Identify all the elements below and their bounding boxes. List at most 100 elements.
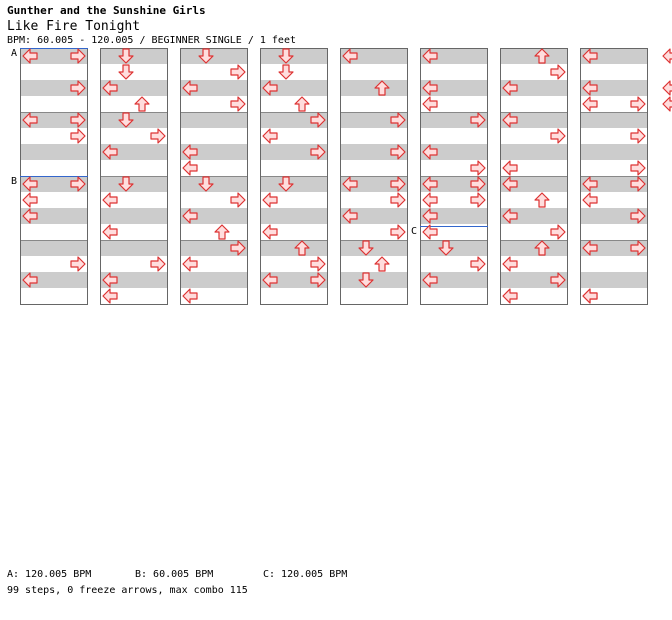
- beat-stripe: [260, 144, 328, 160]
- left-arrow-icon: [102, 192, 118, 208]
- beat-stripe: [260, 208, 328, 224]
- beat-stripe: [180, 272, 248, 288]
- beat-stripe: [420, 48, 488, 64]
- beat-stripe: [180, 80, 248, 96]
- left-arrow-icon: [502, 256, 518, 272]
- right-arrow-icon: [630, 176, 646, 192]
- artist-name: Gunther and the Sunshine Girls: [7, 4, 206, 17]
- beat-stripe: [340, 208, 408, 224]
- beat-stripe: [500, 272, 568, 288]
- right-arrow-icon: [470, 176, 486, 192]
- up-arrow-icon: [374, 80, 390, 96]
- left-arrow-icon: [582, 288, 598, 304]
- left-arrow-icon: [22, 112, 38, 128]
- chart-column: [20, 48, 88, 305]
- beat-stripe: [340, 112, 408, 128]
- left-arrow-icon: [422, 272, 438, 288]
- beat-stripe: [420, 80, 488, 96]
- left-arrow-icon: [662, 48, 672, 64]
- right-arrow-icon: [630, 208, 646, 224]
- left-arrow-icon: [502, 160, 518, 176]
- left-arrow-icon: [182, 80, 198, 96]
- right-arrow-icon: [550, 128, 566, 144]
- left-arrow-icon: [342, 48, 358, 64]
- down-arrow-icon: [118, 64, 134, 80]
- beat-stripe: [340, 48, 408, 64]
- left-arrow-icon: [582, 80, 598, 96]
- left-arrow-icon: [22, 176, 38, 192]
- right-arrow-icon: [390, 176, 406, 192]
- down-arrow-icon: [278, 64, 294, 80]
- left-arrow-icon: [422, 96, 438, 112]
- right-arrow-icon: [70, 80, 86, 96]
- column-border: [420, 48, 488, 305]
- beat-stripe: [180, 144, 248, 160]
- left-arrow-icon: [22, 48, 38, 64]
- beat-stripe: [100, 208, 168, 224]
- beat-stripe: [420, 240, 488, 256]
- left-arrow-icon: [182, 256, 198, 272]
- left-arrow-icon: [502, 208, 518, 224]
- beat-stripe: [180, 240, 248, 256]
- right-arrow-icon: [630, 96, 646, 112]
- left-arrow-icon: [662, 96, 672, 112]
- column-border: [340, 48, 408, 305]
- left-arrow-icon: [262, 224, 278, 240]
- left-arrow-icon: [102, 144, 118, 160]
- down-arrow-icon: [358, 240, 374, 256]
- beat-stripe: [500, 176, 568, 192]
- down-arrow-icon: [198, 48, 214, 64]
- beat-stripe: [500, 48, 568, 64]
- right-arrow-icon: [230, 96, 246, 112]
- right-arrow-icon: [550, 272, 566, 288]
- left-arrow-icon: [662, 80, 672, 96]
- beat-stripe: [340, 144, 408, 160]
- up-arrow-icon: [134, 96, 150, 112]
- right-arrow-icon: [550, 224, 566, 240]
- beat-stripe: [580, 240, 648, 256]
- chart-column: [420, 48, 488, 305]
- left-arrow-icon: [22, 208, 38, 224]
- left-arrow-icon: [342, 208, 358, 224]
- left-arrow-icon: [582, 48, 598, 64]
- up-arrow-icon: [534, 240, 550, 256]
- bpm-marker-label: A: [11, 48, 17, 59]
- right-arrow-icon: [70, 112, 86, 128]
- down-arrow-icon: [278, 176, 294, 192]
- down-arrow-icon: [198, 176, 214, 192]
- step-stats: 99 steps, 0 freeze arrows, max combo 115: [7, 585, 248, 596]
- beat-stripe: [580, 48, 648, 64]
- beat-stripe: [500, 112, 568, 128]
- beat-stripe: [100, 176, 168, 192]
- right-arrow-icon: [310, 272, 326, 288]
- beat-stripe: [500, 208, 568, 224]
- left-arrow-icon: [582, 96, 598, 112]
- right-arrow-icon: [550, 64, 566, 80]
- right-arrow-icon: [150, 256, 166, 272]
- bpm-legend-a: A: 120.005 BPM: [7, 569, 92, 580]
- left-arrow-icon: [262, 128, 278, 144]
- beat-stripe: [500, 240, 568, 256]
- right-arrow-icon: [230, 192, 246, 208]
- chart-column: [260, 48, 328, 305]
- beat-stripe: [260, 176, 328, 192]
- left-arrow-icon: [342, 176, 358, 192]
- right-arrow-icon: [470, 256, 486, 272]
- left-arrow-icon: [102, 288, 118, 304]
- beat-stripe: [20, 176, 88, 192]
- beat-stripe: [180, 48, 248, 64]
- beat-stripe: [580, 80, 648, 96]
- right-arrow-icon: [70, 256, 86, 272]
- left-arrow-icon: [182, 160, 198, 176]
- beat-stripe: [100, 80, 168, 96]
- left-arrow-icon: [102, 80, 118, 96]
- left-arrow-icon: [502, 288, 518, 304]
- column-border: [180, 48, 248, 305]
- up-arrow-icon: [534, 192, 550, 208]
- beat-stripe: [500, 144, 568, 160]
- left-arrow-icon: [182, 208, 198, 224]
- right-arrow-icon: [390, 112, 406, 128]
- left-arrow-icon: [422, 208, 438, 224]
- beat-stripe: [420, 176, 488, 192]
- up-arrow-icon: [294, 240, 310, 256]
